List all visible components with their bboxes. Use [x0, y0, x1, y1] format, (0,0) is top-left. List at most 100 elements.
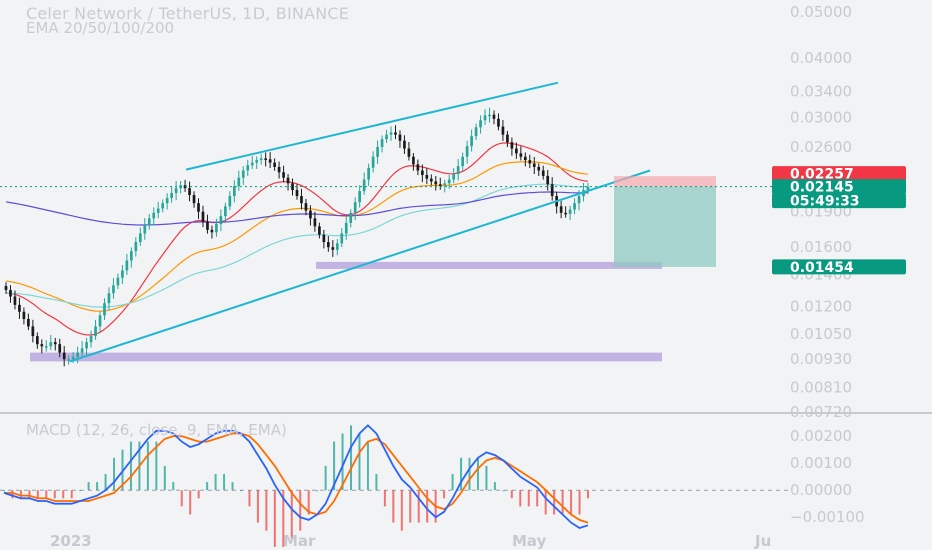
candle-body: [259, 158, 263, 161]
candle-body: [134, 242, 138, 252]
candle-body: [403, 140, 406, 149]
candle: [27, 313, 30, 331]
candle: [510, 137, 514, 156]
candle-body: [309, 210, 312, 219]
candle-body: [67, 359, 71, 361]
candle-body: [277, 166, 281, 173]
time-tick-label: May: [512, 532, 547, 550]
candle: [470, 129, 473, 152]
candle-body: [210, 229, 214, 233]
candle-body: [559, 206, 563, 213]
candle-body: [295, 190, 299, 197]
macd-histogram-bar: [248, 490, 251, 507]
macd-histogram-bar: [485, 465, 488, 491]
candle: [268, 152, 272, 169]
candle: [62, 346, 66, 367]
candle-body: [537, 166, 541, 171]
candle-body: [461, 156, 464, 167]
macd-tick-label: 0.00000: [790, 481, 852, 499]
macd-histogram-bar: [189, 490, 192, 515]
candle-body: [465, 146, 469, 157]
candle-body: [541, 170, 545, 176]
candle: [300, 188, 303, 210]
last-price-badge: 0.02145: [772, 179, 906, 196]
candle: [492, 110, 496, 125]
macd-histogram-bar: [197, 490, 200, 499]
macd-histogram-bar: [476, 457, 479, 491]
candle: [31, 319, 35, 343]
candle: [76, 346, 79, 364]
candle-body: [49, 342, 53, 347]
macd-histogram-bar: [155, 441, 158, 491]
candle: [461, 152, 464, 171]
channel-upper-line: [185, 81, 559, 171]
candle: [246, 159, 250, 176]
candle-body: [385, 134, 388, 140]
ema-lines: [5, 142, 589, 336]
candle: [232, 180, 236, 203]
candle-body: [318, 226, 321, 235]
candle: [94, 319, 97, 340]
candle-body: [304, 203, 308, 211]
macd-line: [3, 424, 589, 529]
short-position-box[interactable]: [614, 176, 716, 267]
candle-body: [438, 184, 442, 186]
ema-legend[interactable]: EMA 20/50/100/200: [26, 19, 175, 37]
candle: [107, 287, 111, 311]
candle: [67, 355, 71, 365]
candle-body: [362, 179, 366, 192]
time-axis[interactable]: 2023 Mar May Ju: [50, 532, 771, 550]
candle: [322, 229, 326, 249]
candle-body: [416, 164, 420, 171]
candle: [250, 156, 254, 169]
candle-body: [389, 132, 393, 135]
macd-histogram-bar: [282, 490, 285, 547]
macd-histogram-bar: [290, 490, 293, 539]
candle: [362, 172, 366, 195]
candle-body: [376, 146, 379, 157]
chart-title[interactable]: Celer Network / TetherUS, 1D, BINANCE: [26, 4, 350, 23]
candle: [412, 153, 415, 171]
candle: [537, 163, 541, 176]
macd-histogram-bar: [104, 474, 107, 491]
candle: [546, 169, 550, 191]
candle: [501, 120, 505, 141]
ema-100-line: [6, 183, 588, 308]
time-tick-label: 2023: [50, 532, 92, 550]
candle-body: [523, 156, 527, 161]
channel-lines: [69, 81, 651, 363]
candle-body: [564, 212, 567, 215]
candle-body: [9, 290, 12, 297]
candle-body: [331, 247, 335, 250]
candle-body: [421, 170, 424, 175]
macd-histogram-bar: [87, 482, 90, 491]
candle-body: [282, 172, 285, 178]
macd-histogram-bar: [570, 490, 573, 515]
candle-body: [201, 211, 205, 222]
candle: [555, 191, 559, 214]
candle-body: [340, 233, 344, 244]
candle: [564, 206, 567, 218]
candle-body: [515, 148, 518, 154]
candle-body: [568, 209, 572, 214]
macd-histogram-bar: [561, 490, 564, 515]
macd-histogram-bar: [358, 433, 361, 491]
candles: [4, 107, 590, 367]
candle: [541, 165, 545, 180]
macd-legend[interactable]: MACD (12, 26, close, 9, EMA, EMA): [26, 421, 287, 439]
price-axis[interactable]: 0.050000.040000.034000.030000.026000.019…: [790, 3, 865, 526]
candle-body: [224, 206, 227, 217]
stop-price-badge-bg: [772, 166, 906, 182]
candle: [304, 198, 308, 216]
candle: [206, 214, 209, 234]
candle: [112, 278, 115, 299]
candle-body: [519, 153, 523, 157]
bar-countdown-badge-text: 05:49:33: [790, 194, 860, 210]
candle-body: [577, 196, 581, 204]
candle-body: [429, 178, 433, 182]
candle-body: [4, 285, 8, 291]
candle: [465, 140, 469, 164]
candle: [523, 152, 527, 167]
candle-body: [447, 179, 451, 184]
